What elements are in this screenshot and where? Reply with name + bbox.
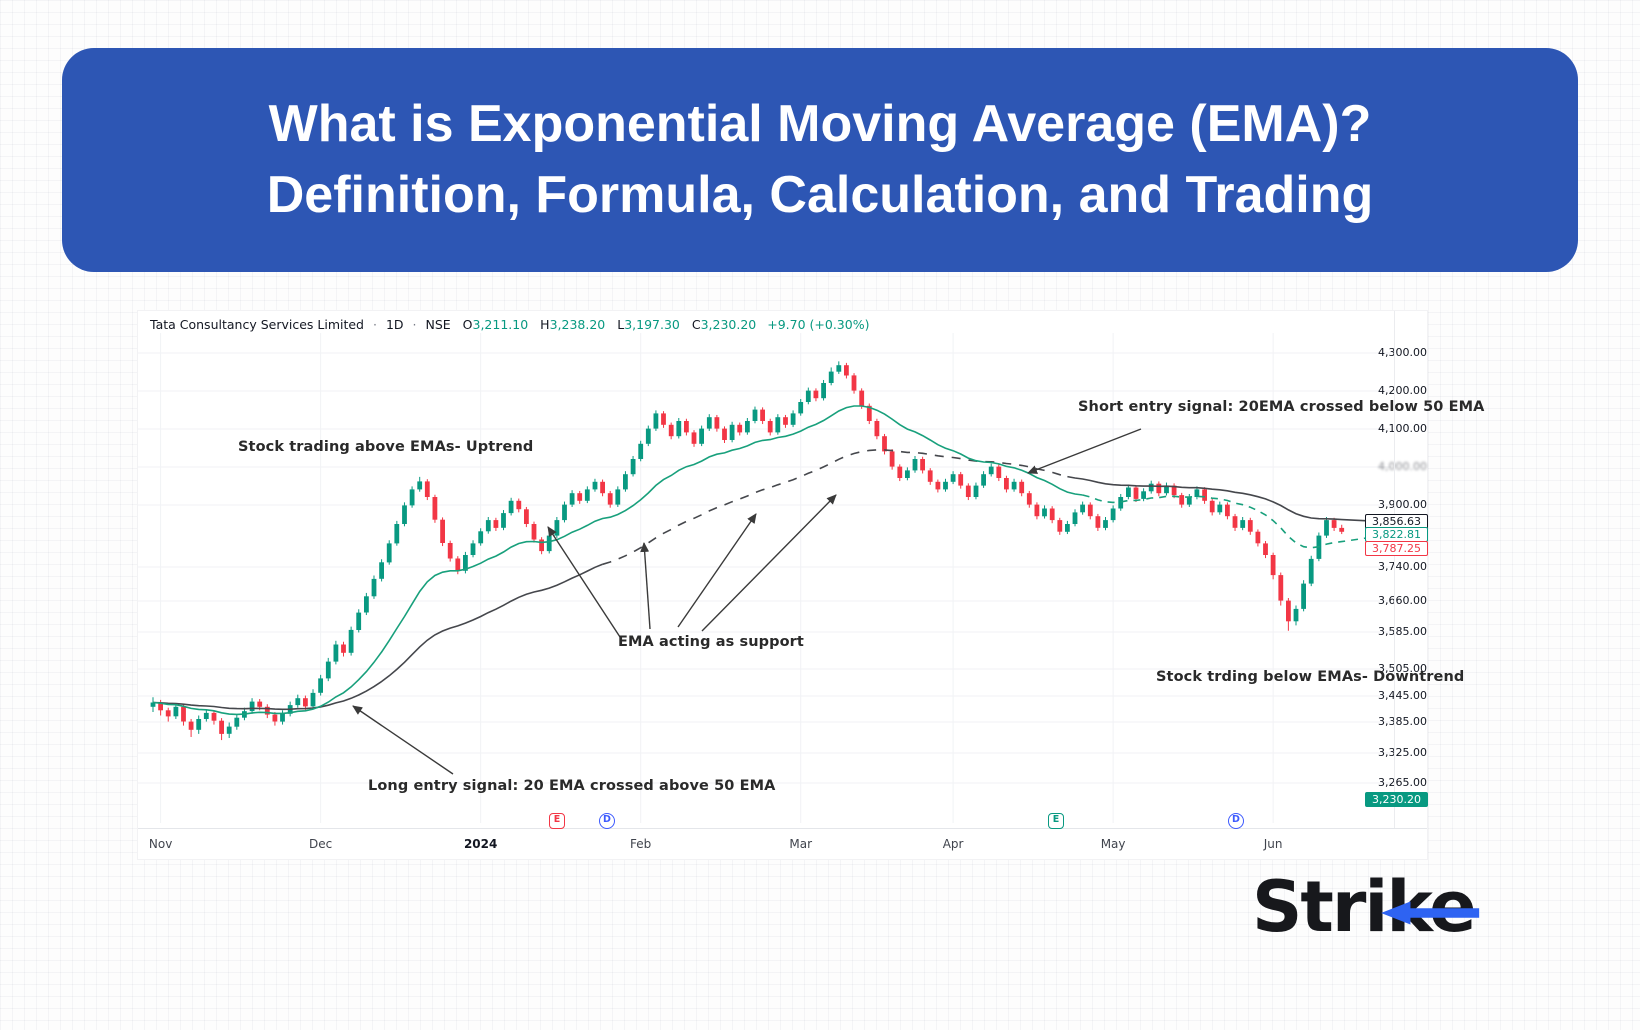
chart-panel: Tata Consultancy Services Limited · 1D ·… bbox=[137, 310, 1484, 860]
month-tick-label: Apr bbox=[942, 837, 964, 851]
logo-arrow-icon bbox=[1381, 901, 1480, 925]
event-badge-dividends[interactable]: D bbox=[599, 813, 615, 829]
month-tick-label: May bbox=[1100, 837, 1126, 851]
open-value: 3,211.10 bbox=[472, 317, 529, 332]
logo-text-start: Stri bbox=[1252, 866, 1388, 948]
timeframe-label[interactable]: 1D bbox=[385, 317, 404, 332]
banner-title-line1: What is Exponential Moving Average (EMA)… bbox=[268, 95, 1372, 154]
high-value: 3,238.20 bbox=[549, 317, 606, 332]
price-line-tag: 3,856.63 bbox=[1365, 513, 1428, 529]
symbol-name[interactable]: Tata Consultancy Services Limited bbox=[150, 317, 364, 332]
annotation-ema-support: EMA acting as support bbox=[618, 634, 804, 650]
month-tick-label: Feb bbox=[630, 837, 652, 851]
strike-logo[interactable]: Strike bbox=[1252, 866, 1480, 948]
time-axis: Nov Dec 2024 Feb Mar Apr May Jun bbox=[138, 837, 1391, 857]
month-tick-label: 2024 bbox=[463, 837, 498, 851]
low-label: L bbox=[617, 317, 625, 332]
price-line-tag: 3,822.81 bbox=[1365, 526, 1428, 542]
open-label: O bbox=[462, 317, 473, 332]
low-value: 3,197.30 bbox=[624, 317, 680, 332]
price-tick-label: 3,740.00 bbox=[1378, 560, 1427, 573]
header-separator: · bbox=[372, 317, 377, 332]
price-tick-label: 3,660.00 bbox=[1378, 594, 1427, 607]
annotation-long-entry: Long entry signal: 20 EMA crossed above … bbox=[368, 778, 776, 794]
last-price-tag: 3,230.20 bbox=[1365, 792, 1428, 808]
title-banner: What is Exponential Moving Average (EMA)… bbox=[62, 48, 1578, 272]
price-tick-label: 3,445.00 bbox=[1378, 689, 1427, 702]
month-tick-label: Dec bbox=[309, 837, 333, 851]
annotation-short-entry: Short entry signal: 20EMA crossed below … bbox=[1078, 399, 1485, 415]
price-tick-label: 3,325.00 bbox=[1378, 746, 1427, 759]
axis-vertical-separator bbox=[1394, 311, 1395, 828]
price-tick-label: 3,900.00 bbox=[1378, 498, 1427, 511]
event-badge-dividends[interactable]: D bbox=[1228, 813, 1244, 829]
price-tick-label: 3,505.00 bbox=[1378, 662, 1427, 675]
header-separator: · bbox=[412, 317, 417, 332]
exchange-label: NSE bbox=[425, 317, 451, 332]
chart-svg bbox=[138, 333, 1391, 823]
price-tick-label: 4,200.00 bbox=[1378, 384, 1427, 397]
price-tick-label: 4,100.00 bbox=[1378, 422, 1427, 435]
axis-horizontal-separator bbox=[138, 828, 1427, 829]
price-axis: 4,300.00 4,200.00 4,100.00 4,000.00 3,900.00… bbox=[1378, 311, 1428, 831]
price-line-tag: 3,787.25 bbox=[1365, 540, 1428, 556]
close-label: C bbox=[691, 317, 701, 332]
price-tick-label: 4,000.00 bbox=[1378, 460, 1427, 473]
price-tick-label: 3,585.00 bbox=[1378, 625, 1427, 638]
price-tick-label: 3,265.00 bbox=[1378, 776, 1427, 789]
close-value: 3,230.20 bbox=[700, 317, 757, 332]
event-badge-earnings[interactable]: E bbox=[549, 813, 565, 829]
chart-header: Tata Consultancy Services Limited · 1D ·… bbox=[150, 317, 869, 332]
annotation-downtrend: Stock trding below EMAs- Downtrend bbox=[1156, 669, 1465, 685]
price-tick-label: 4,300.00 bbox=[1378, 346, 1427, 359]
high-label: H bbox=[540, 317, 550, 332]
month-tick-label: Mar bbox=[789, 837, 813, 851]
event-badge-earnings[interactable]: E bbox=[1048, 813, 1064, 829]
change-value: +9.70 (+0.30%) bbox=[767, 317, 870, 332]
banner-title-line2: Definition, Formula, Calculation, and Tr… bbox=[266, 166, 1374, 224]
annotation-uptrend: Stock trading above EMAs- Uptrend bbox=[238, 439, 534, 455]
month-tick-label: Nov bbox=[148, 837, 173, 851]
month-tick-label: Jun bbox=[1263, 837, 1283, 851]
price-tick-label: 3,385.00 bbox=[1378, 715, 1427, 728]
